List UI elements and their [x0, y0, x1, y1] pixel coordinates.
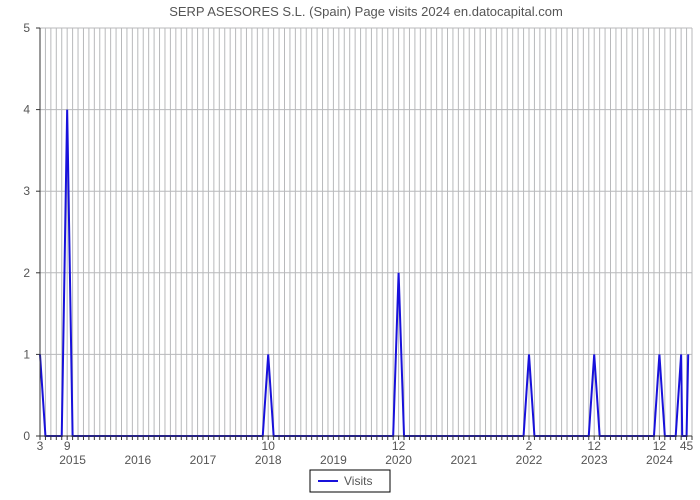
x-year-label: 2020 [385, 453, 412, 467]
y-tick-label: 0 [23, 429, 30, 443]
x-year-label: 2022 [516, 453, 543, 467]
point-value-label: 3 [37, 439, 44, 453]
y-tick-label: 3 [23, 184, 30, 198]
chart-title: SERP ASESORES S.L. (Spain) Page visits 2… [169, 4, 563, 19]
x-year-label: 2016 [124, 453, 151, 467]
point-value-label: 12 [392, 439, 406, 453]
chart-svg: SERP ASESORES S.L. (Spain) Page visits 2… [0, 0, 700, 500]
x-year-label: 2018 [255, 453, 282, 467]
x-year-label: 2023 [581, 453, 608, 467]
x-year-label: 2017 [190, 453, 217, 467]
y-tick-label: 4 [23, 103, 30, 117]
y-tick-label: 2 [23, 266, 30, 280]
chart-container: SERP ASESORES S.L. (Spain) Page visits 2… [0, 0, 700, 500]
point-value-label: 12 [588, 439, 602, 453]
legend-label: Visits [344, 474, 372, 488]
x-year-label: 2024 [646, 453, 673, 467]
x-year-label: 2021 [450, 453, 477, 467]
point-value-label: 45 [680, 439, 694, 453]
point-value-label: 10 [262, 439, 276, 453]
point-value-label: 9 [64, 439, 71, 453]
x-year-label: 2015 [59, 453, 86, 467]
x-year-label: 2019 [320, 453, 347, 467]
point-value-label: 12 [653, 439, 667, 453]
y-tick-label: 5 [23, 21, 30, 35]
point-value-label: 2 [526, 439, 533, 453]
y-tick-label: 1 [23, 347, 30, 361]
